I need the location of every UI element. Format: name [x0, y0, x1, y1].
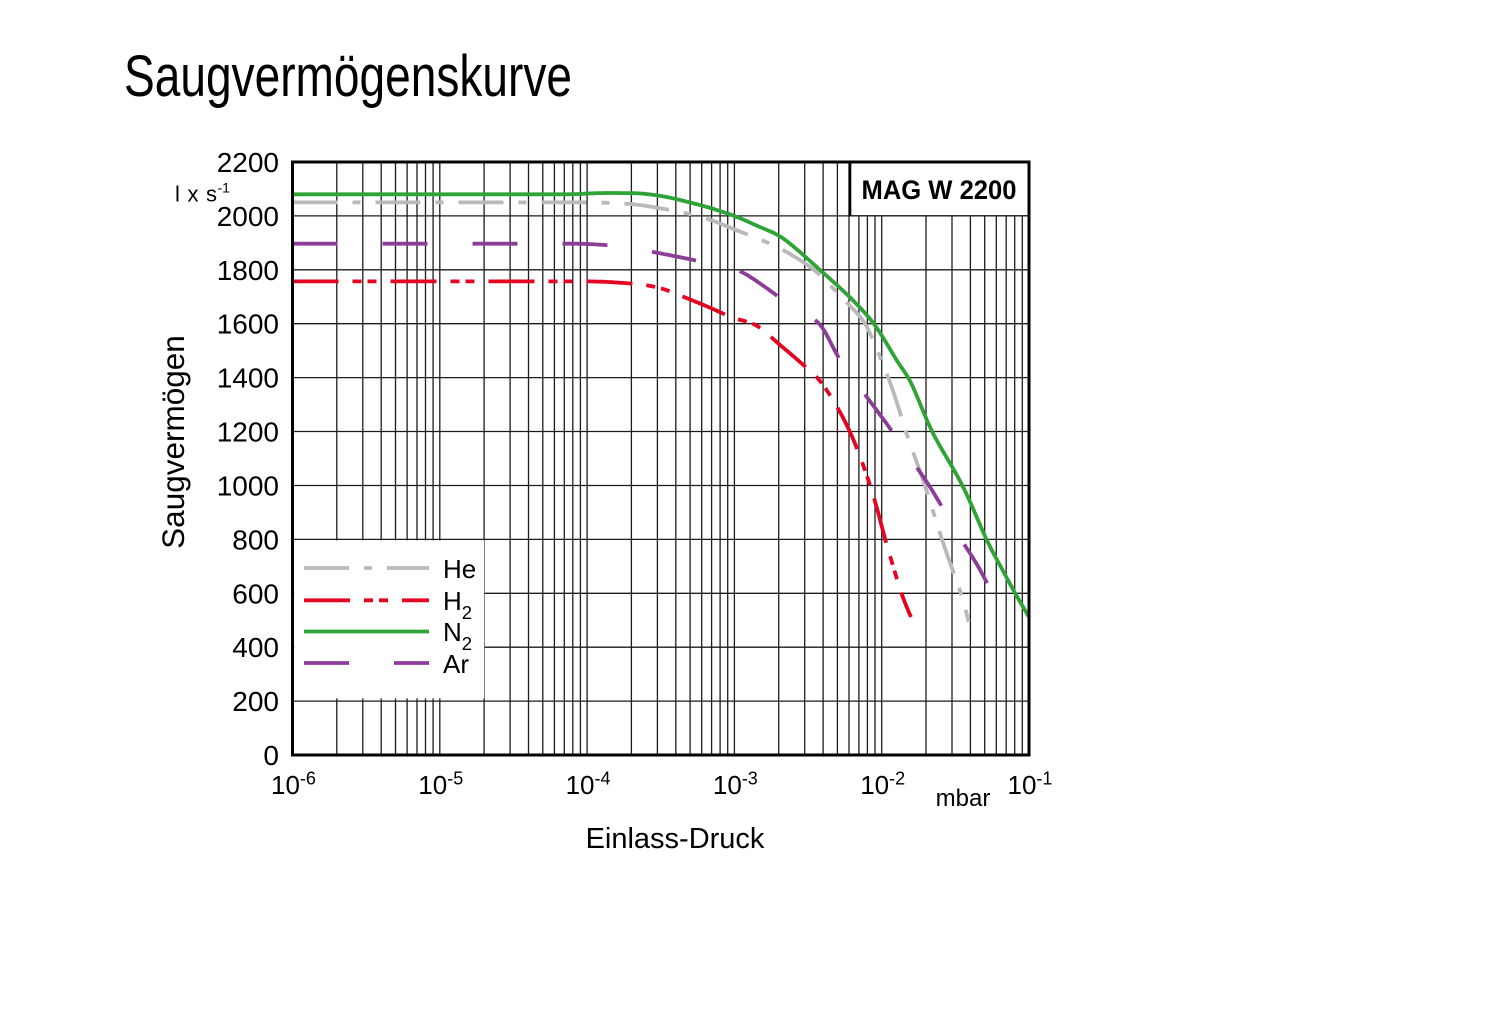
svg-text:2000: 2000 — [217, 201, 279, 232]
svg-text:2200: 2200 — [217, 147, 279, 178]
svg-text:He: He — [443, 554, 476, 584]
svg-text:1800: 1800 — [217, 255, 279, 286]
svg-text:-1: -1 — [218, 180, 231, 196]
svg-text:l x s: l x s — [175, 182, 217, 207]
svg-text:MAG W 2200: MAG W 2200 — [862, 175, 1017, 205]
svg-text:800: 800 — [232, 524, 279, 555]
svg-text:200: 200 — [232, 686, 279, 717]
svg-text:600: 600 — [232, 578, 279, 609]
svg-text:1600: 1600 — [217, 309, 279, 340]
svg-text:1200: 1200 — [217, 417, 279, 448]
svg-text:1000: 1000 — [217, 471, 279, 502]
svg-text:Ar: Ar — [443, 649, 469, 679]
svg-text:Saugvermögen: Saugvermögen — [155, 335, 191, 549]
svg-text:mbar: mbar — [936, 785, 991, 812]
svg-text:Saugvermögenskurve: Saugvermögenskurve — [124, 44, 572, 109]
svg-text:1400: 1400 — [217, 363, 279, 394]
svg-text:400: 400 — [232, 632, 279, 663]
svg-text:Einlass-Druck: Einlass-Druck — [586, 823, 765, 855]
svg-text:0: 0 — [263, 740, 279, 771]
